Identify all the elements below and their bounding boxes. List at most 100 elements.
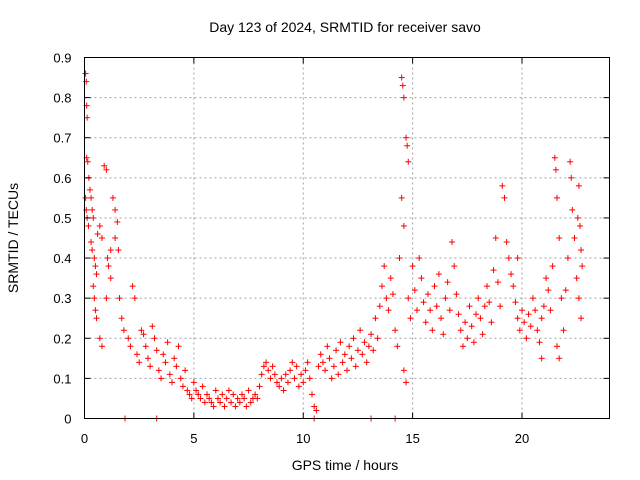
data-point [497,303,504,310]
data-point [370,347,377,354]
data-point [510,283,517,290]
data-point [578,247,585,254]
data-point [433,303,440,310]
data-point [101,162,108,169]
y-tick-label: 0.4 [53,251,71,266]
data-point [486,299,493,306]
data-point [411,287,418,294]
data-point [136,359,143,366]
data-point [175,343,182,350]
data-point [564,255,571,262]
data-point [291,375,298,382]
data-point [88,194,95,201]
data-point [348,355,355,362]
data-point [392,327,399,334]
data-point [554,343,560,350]
data-point [484,283,490,290]
data-point [162,359,169,366]
data-point [204,391,210,398]
data-point [431,283,438,290]
tick-labels: 0 5 10 15 20 0 0.1 0.2 0.3 0.4 0.5 0.6 0.7 0.8 0.9 [53,51,529,447]
data-point [300,379,307,386]
data-point [147,363,154,370]
data-point [313,407,320,414]
data-point [230,391,237,398]
data-point [551,154,558,161]
data-point [179,383,186,390]
data-point [488,319,495,326]
data-point [304,359,311,366]
y-tick-label: 0.6 [53,171,71,186]
data-point [404,142,411,149]
data-point [107,275,114,282]
data-point [184,387,191,394]
data-point [88,239,95,246]
data-point [525,311,532,318]
data-point [543,275,550,282]
data-point [398,74,405,81]
y-tick-label: 0.3 [53,291,71,306]
data-point [160,351,167,358]
y-tick-label: 0.1 [53,371,71,386]
data-point [427,307,434,314]
x-axis-label: GPS time / hours [292,457,399,473]
data-point [573,275,580,282]
data-point [114,218,121,225]
data-point [374,335,381,342]
data-point [451,263,458,270]
data-point [103,166,110,173]
data-point [455,311,462,318]
data-point [193,387,200,394]
data-point [368,331,375,338]
data-point [420,299,427,306]
data-point [372,315,379,322]
data-point [93,315,100,322]
data-point [567,158,574,165]
data-point [82,70,89,77]
data-point [269,363,276,370]
data-point [405,158,412,165]
data-point [396,255,403,262]
plot-frame [84,57,610,419]
data-point [361,339,368,346]
data-point [479,331,486,338]
data-point [508,271,515,278]
data-point [219,391,226,398]
data-point [84,114,91,121]
data-point [91,255,98,262]
data-point [333,347,340,354]
data-point [116,295,123,302]
data-point [379,283,385,290]
data-point [400,222,407,229]
data-point [284,379,291,386]
data-point [414,307,420,314]
data-point [103,295,110,302]
data-point [91,295,98,302]
data-point [492,235,499,241]
data-point [575,295,582,302]
data-point [556,235,563,241]
data-point [144,355,151,362]
data-point [105,263,112,270]
data-point [109,194,116,201]
data-point [271,371,278,378]
data-point [350,335,357,342]
data-point [435,271,442,278]
data-point [212,387,219,394]
data-point [490,267,497,274]
data-point [306,375,313,382]
data-point [529,295,536,302]
data-point [243,403,250,410]
y-axis-label: SRMTID / TECUs [5,183,21,293]
data-point [442,295,449,302]
data-point [516,327,523,334]
data-point [236,399,243,406]
data-point [214,395,221,402]
data-point [153,347,160,354]
data-point [155,367,162,374]
data-point [556,355,563,362]
data-point [576,222,583,229]
data-point [514,255,521,262]
data-points [82,70,586,422]
data-point [394,343,401,350]
